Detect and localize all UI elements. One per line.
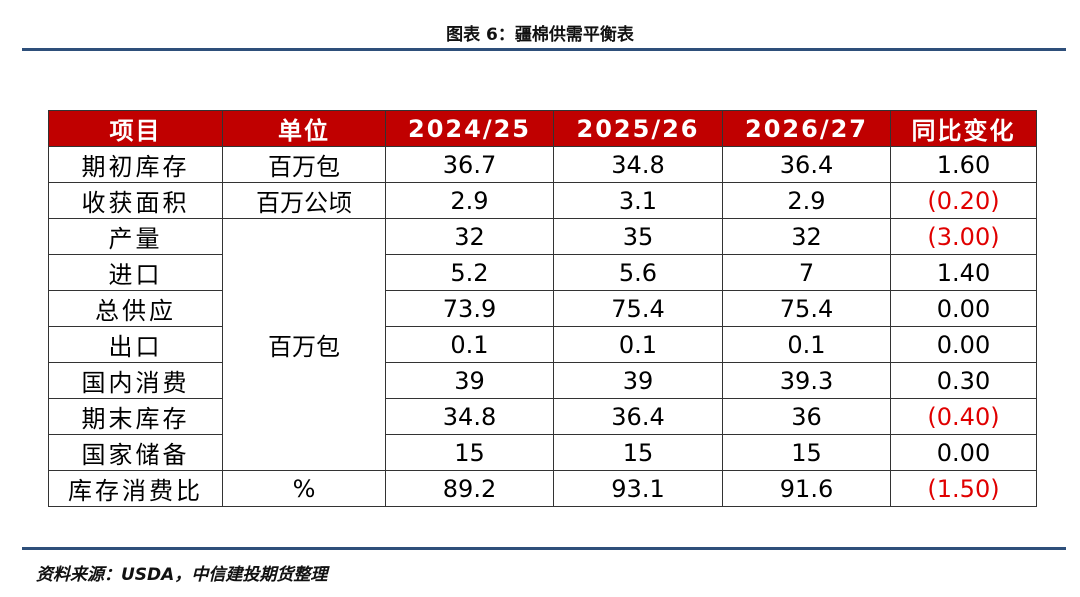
- table-row: 收获面积 百万公顷 2.9 3.1 2.9 (0.20): [48, 182, 1037, 219]
- table-row: 国内消费 39 39 39.3 0.30: [48, 362, 1037, 399]
- value-cell: 15: [553, 434, 723, 471]
- table-row: 国家储备 15 15 15 0.00: [48, 434, 1037, 471]
- row-label: 进口: [48, 254, 223, 291]
- row-label: 期初库存: [48, 146, 223, 183]
- value-cell: (0.20): [890, 182, 1037, 219]
- unit-cell: 百万包: [222, 218, 386, 471]
- value-cell: 93.1: [553, 470, 723, 507]
- value-cell: 1.60: [890, 146, 1037, 183]
- value-cell: 39: [385, 362, 554, 399]
- value-cell: 89.2: [385, 470, 554, 507]
- value-cell: 2.9: [722, 182, 891, 219]
- value-cell: 3.1: [553, 182, 723, 219]
- value-cell: 32: [385, 218, 554, 255]
- value-cell: 36.7: [385, 146, 554, 183]
- value-cell: 75.4: [553, 290, 723, 327]
- row-label: 国家储备: [48, 434, 223, 471]
- row-label: 出口: [48, 326, 223, 363]
- top-rule: [22, 48, 1066, 51]
- value-cell: 39: [553, 362, 723, 399]
- table-row: 出口 0.1 0.1 0.1 0.00: [48, 326, 1037, 363]
- value-cell: 2.9: [385, 182, 554, 219]
- value-cell: 0.1: [553, 326, 723, 363]
- value-cell: 0.00: [890, 434, 1037, 471]
- table-body: 期初库存 百万包 36.7 34.8 36.4 1.60 收获面积 百万公顷 2.9 3.1 2.9…: [48, 146, 1037, 507]
- row-label: 收获面积: [48, 182, 223, 219]
- unit-cell: 百万包: [222, 146, 386, 183]
- value-cell: 5.2: [385, 254, 554, 291]
- column-header: 同比变化: [890, 110, 1037, 147]
- unit-cell: 百万公顷: [222, 182, 386, 219]
- value-cell: 34.8: [385, 398, 554, 435]
- value-cell: 0.00: [890, 326, 1037, 363]
- value-cell: (0.40): [890, 398, 1037, 435]
- balance-table: 项目 单位 2024/25 2025/26 2026/27 同比变化 期初库存 百万包 36.…: [48, 110, 1037, 507]
- table-row: 期末库存 34.8 36.4 36 (0.40): [48, 398, 1037, 435]
- value-cell: 15: [722, 434, 891, 471]
- table-row: 期初库存 百万包 36.7 34.8 36.4 1.60: [48, 146, 1037, 183]
- value-cell: (3.00): [890, 218, 1037, 255]
- column-header: 2024/25: [385, 110, 554, 147]
- value-cell: 32: [722, 218, 891, 255]
- bottom-rule: [22, 547, 1066, 550]
- value-cell: 73.9: [385, 290, 554, 327]
- value-cell: 36: [722, 398, 891, 435]
- table-row: 库存消费比% 89.2 93.1 91.6 (1.50): [48, 470, 1037, 507]
- value-cell: 1.40: [890, 254, 1037, 291]
- value-cell: 39.3: [722, 362, 891, 399]
- value-cell: 36.4: [553, 398, 723, 435]
- value-cell: 0.30: [890, 362, 1037, 399]
- row-label: 期末库存: [48, 398, 223, 435]
- value-cell: 34.8: [553, 146, 723, 183]
- value-cell: 7: [722, 254, 891, 291]
- table-row: 进口 5.2 5.6 7 1.40: [48, 254, 1037, 291]
- table-row: 总供应 73.9 75.4 75.4 0.00: [48, 290, 1037, 327]
- header-row: 项目 单位 2024/25 2025/26 2026/27 同比变化: [48, 110, 1037, 147]
- source-note: 资料来源：USDA，中信建投期货整理: [36, 565, 328, 585]
- row-label: 国内消费: [48, 362, 223, 399]
- column-header: 项目: [48, 110, 223, 147]
- value-cell: 15: [385, 434, 554, 471]
- value-cell: 0.00: [890, 290, 1037, 327]
- value-cell: 36.4: [722, 146, 891, 183]
- value-cell: 91.6: [722, 470, 891, 507]
- value-cell: 75.4: [722, 290, 891, 327]
- column-header: 2026/27: [722, 110, 891, 147]
- column-header: 2025/26: [553, 110, 723, 147]
- row-label: 库存消费比: [48, 470, 223, 507]
- row-label: 总供应: [48, 290, 223, 327]
- value-cell: 0.1: [722, 326, 891, 363]
- unit-cell: %: [222, 470, 386, 507]
- value-cell: 5.6: [553, 254, 723, 291]
- column-header: 单位: [222, 110, 386, 147]
- row-label: 产量: [48, 218, 223, 255]
- title: 图表 6：疆棉供需平衡表: [446, 25, 634, 45]
- table-row: 产量 百万包 32 35 32 (3.00): [48, 218, 1037, 471]
- value-cell: 0.1: [385, 326, 554, 363]
- value-cell: (1.50): [890, 470, 1037, 507]
- value-cell: 35: [553, 218, 723, 255]
